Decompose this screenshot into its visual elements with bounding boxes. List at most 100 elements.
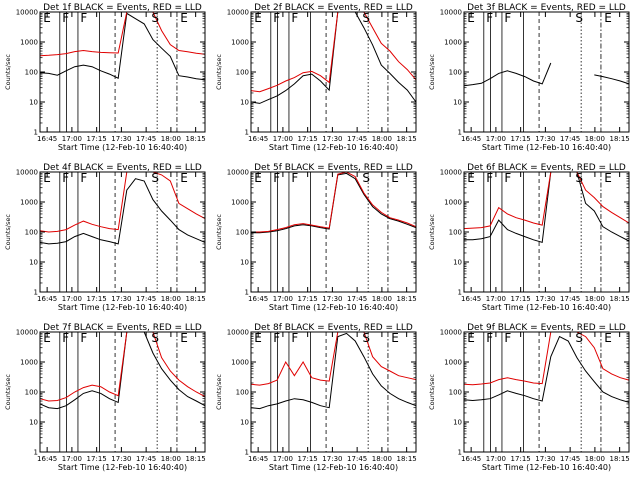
- interval-marker: F: [80, 11, 87, 25]
- x-tick-label: 17:15: [87, 295, 107, 303]
- plot-frame: [39, 171, 206, 293]
- y-tick-label: 10: [29, 419, 38, 427]
- y-tick-label: 1: [458, 289, 462, 297]
- x-tick-label: 18:15: [610, 135, 630, 143]
- x-tick-label: 16:45: [37, 135, 57, 143]
- interval-marker: E: [467, 171, 475, 185]
- interval-marker: E: [254, 11, 262, 25]
- x-tick-label: 18:00: [585, 455, 605, 463]
- x-tick-label: 18:15: [186, 295, 206, 303]
- x-tick-label: 16:45: [37, 295, 57, 303]
- lld-series-line: [250, 11, 417, 93]
- y-axis-label: Counts/sec: [428, 374, 436, 410]
- x-axis-label: Start Time (12-Feb-10 16:40:40): [58, 463, 187, 472]
- panel-6: Det 6f BLACK = Events, RED = LLD 1 10 100 10…: [428, 163, 630, 312]
- interval-marker: E: [391, 171, 399, 185]
- interval-marker: E: [467, 331, 475, 345]
- y-axis-label: Counts/sec: [4, 54, 12, 90]
- y-tick-label: 100: [236, 389, 249, 397]
- x-tick-label: 17:45: [347, 455, 367, 463]
- y-tick-label: 10000: [227, 9, 249, 17]
- x-tick-label: 16:45: [461, 135, 481, 143]
- y-tick-label: 100: [449, 69, 462, 77]
- y-tick-label: 10000: [16, 169, 38, 177]
- y-axis-label: Counts/sec: [4, 214, 12, 250]
- x-tick-label: 17:30: [535, 135, 555, 143]
- panel-title: Det 1f BLACK = Events, RED = LLD: [43, 3, 202, 13]
- interval-marker: S: [575, 11, 583, 25]
- interval-marker: S: [575, 331, 583, 345]
- plot-frame: [463, 171, 630, 293]
- interval-marker: F: [62, 171, 69, 185]
- x-tick-label: 17:15: [511, 455, 531, 463]
- y-tick-label: 100: [449, 389, 462, 397]
- x-tick-label: 17:45: [136, 455, 156, 463]
- lld-series-line: [251, 171, 417, 233]
- events-series-line: [463, 335, 630, 403]
- y-tick-label: 10000: [227, 329, 249, 337]
- y-tick-label: 1: [34, 449, 38, 457]
- interval-marker: F: [80, 331, 87, 345]
- plot-frame: [463, 331, 630, 453]
- y-tick-label: 100: [236, 69, 249, 77]
- interval-marker: S: [362, 171, 370, 185]
- lld-series-line: [463, 171, 630, 230]
- interval-marker: F: [504, 331, 511, 345]
- interval-marker: F: [291, 11, 298, 25]
- y-tick-label: 100: [236, 229, 249, 237]
- events-series-line: [463, 62, 630, 87]
- interval-marker: S: [151, 171, 159, 185]
- x-tick-label: 17:00: [62, 295, 82, 303]
- x-tick-label: 16:45: [248, 135, 268, 143]
- x-tick-label: 17:00: [273, 135, 293, 143]
- panel-9: Det 9f BLACK = Events, RED = LLD 1 10 100 10…: [428, 323, 630, 472]
- x-tick-label: 18:00: [585, 135, 605, 143]
- interval-marker: E: [604, 11, 612, 25]
- y-tick-label: 100: [449, 229, 462, 237]
- x-tick-label: 18:15: [610, 295, 630, 303]
- panel-title: Det 8f BLACK = Events, RED = LLD: [254, 323, 413, 333]
- interval-marker: F: [273, 11, 280, 25]
- y-tick-label: 1: [34, 289, 38, 297]
- x-tick-label: 17:00: [273, 455, 293, 463]
- x-tick-label: 18:15: [397, 455, 417, 463]
- interval-marker: E: [604, 171, 612, 185]
- x-tick-label: 16:45: [461, 455, 481, 463]
- x-tick-label: 17:00: [62, 455, 82, 463]
- panel-title: Det 7f BLACK = Events, RED = LLD: [43, 323, 202, 333]
- interval-marker: S: [151, 331, 159, 345]
- interval-marker: E: [43, 331, 51, 345]
- x-axis-label: Start Time (12-Feb-10 16:40:40): [482, 143, 611, 152]
- x-tick-label: 17:30: [322, 135, 342, 143]
- x-tick-label: 16:45: [248, 295, 268, 303]
- lld-series-line: [39, 11, 206, 57]
- interval-marker: F: [486, 11, 493, 25]
- lld-series-line: [39, 171, 206, 233]
- x-tick-label: 17:45: [560, 295, 580, 303]
- x-tick-label: 17:00: [486, 295, 506, 303]
- y-tick-label: 100: [25, 229, 38, 237]
- interval-marker: F: [291, 331, 298, 345]
- x-tick-label: 17:15: [298, 135, 318, 143]
- x-tick-label: 17:45: [347, 295, 367, 303]
- y-tick-label: 1000: [20, 39, 38, 47]
- x-tick-label: 17:15: [298, 295, 318, 303]
- interval-marker: E: [254, 171, 262, 185]
- plot-frame: [250, 11, 417, 133]
- panel-title: Det 9f BLACK = Events, RED = LLD: [467, 323, 626, 333]
- x-tick-label: 17:00: [486, 455, 506, 463]
- x-tick-label: 17:15: [511, 295, 531, 303]
- panel-title: Det 5f BLACK = Events, RED = LLD: [254, 163, 413, 173]
- y-tick-label: 1000: [20, 199, 38, 207]
- y-tick-label: 1: [245, 289, 249, 297]
- x-tick-label: 17:45: [560, 455, 580, 463]
- x-tick-label: 18:00: [161, 455, 181, 463]
- y-axis-label: Counts/sec: [428, 214, 436, 250]
- x-tick-label: 17:45: [347, 135, 367, 143]
- y-tick-label: 10: [29, 99, 38, 107]
- y-tick-label: 1000: [231, 359, 249, 367]
- y-tick-label: 10: [453, 99, 462, 107]
- x-tick-label: 18:00: [161, 135, 181, 143]
- interval-marker: E: [180, 171, 188, 185]
